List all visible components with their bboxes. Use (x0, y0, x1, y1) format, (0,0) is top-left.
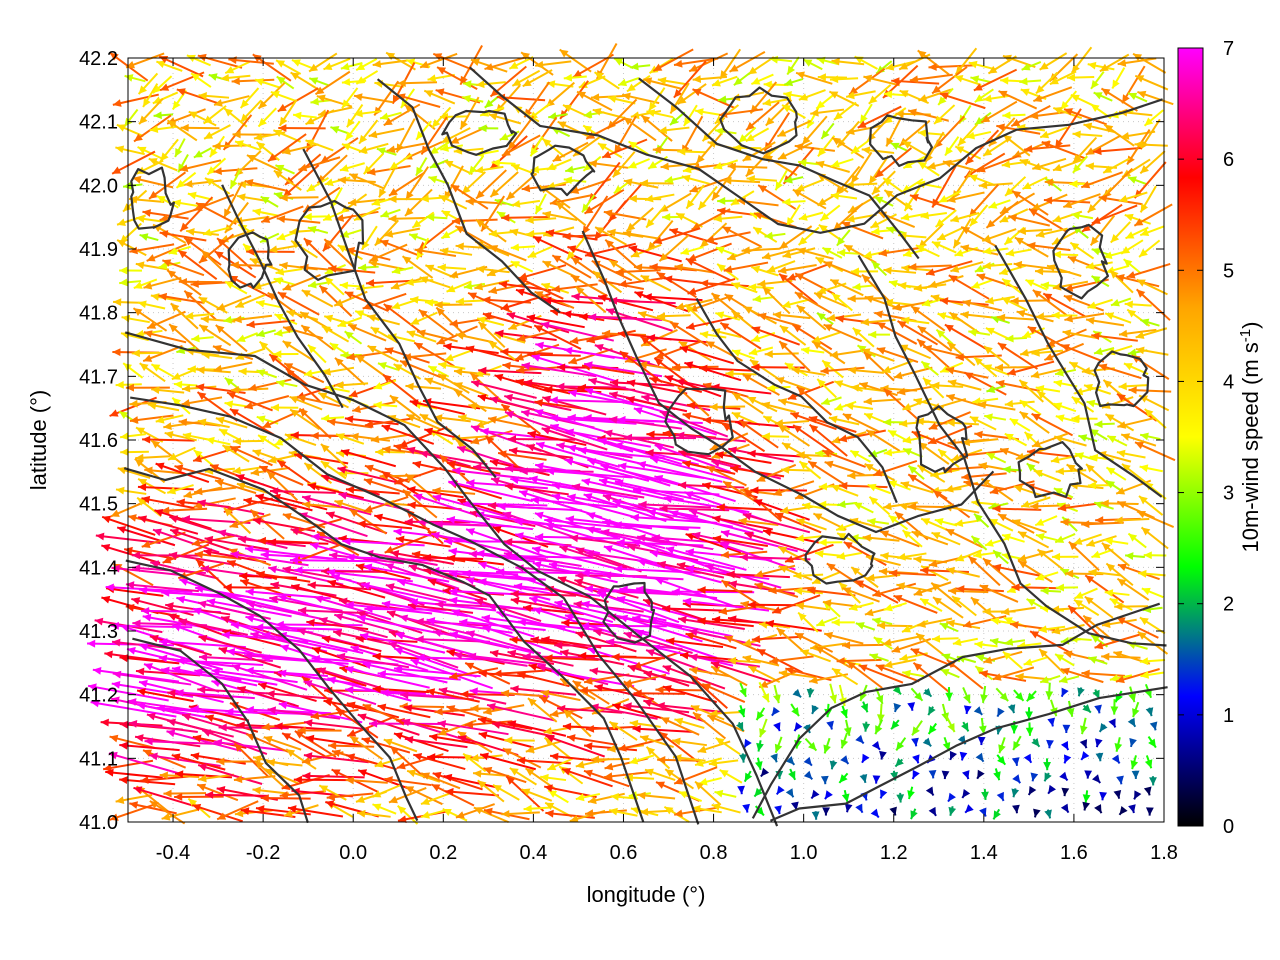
colorbar (1177, 47, 1204, 827)
colorbar-label-end: ) (1238, 322, 1263, 329)
y-axis-label: latitude (°) (26, 390, 51, 491)
x-tick-label: 0.4 (519, 842, 547, 864)
y-tick-label: 41.0 (79, 812, 118, 834)
x-tick-label: 0.8 (700, 842, 728, 864)
x-tick-label: 0.6 (610, 842, 638, 864)
colorbar-tick-label: 2 (1223, 594, 1234, 616)
wind-arrows (87, 43, 1176, 825)
colorbar-ticks: 0 1 2 3 4 5 6 7 (1178, 38, 1234, 838)
x-tick-label: 0.0 (339, 842, 367, 864)
colorbar-tick-label: 1 (1223, 705, 1234, 727)
y-tick-label: 41.2 (79, 685, 118, 707)
x-tick-label: -0.4 (156, 842, 190, 864)
y-tick-label: 42.0 (79, 175, 118, 197)
y-tick-label: 41.9 (79, 239, 118, 261)
colorbar-label-sup: -1 (1237, 329, 1254, 342)
colorbar-tick-label: 4 (1223, 371, 1234, 393)
colorbar-tick-label: 3 (1223, 483, 1234, 505)
y-tick-label: 42.1 (79, 112, 118, 134)
colorbar-label-main: 10m-wind speed (m s (1238, 342, 1263, 552)
y-tick-label: 42.2 (79, 48, 118, 70)
colorbar-tick-label: 0 (1223, 816, 1234, 838)
y-tick-label: 41.6 (79, 430, 118, 452)
y-tick-label: 41.7 (79, 366, 118, 388)
colorbar-tick-label: 7 (1223, 38, 1234, 60)
x-tick-label: 1.8 (1150, 842, 1178, 864)
y-tick-label: 41.5 (79, 494, 118, 516)
terrain-contours (123, 66, 1168, 827)
x-tick-label: 0.2 (429, 842, 457, 864)
x-tick-label: 1.2 (880, 842, 908, 864)
axis-ticks: -0.4 -0.2 0.0 0.2 0.4 0.6 0.8 1.0 1.2 1.4 1.6 1.8 41… (79, 48, 1178, 864)
y-tick-label: 41.4 (79, 557, 118, 579)
colorbar-label: 10m-wind speed (m s-1) (1237, 322, 1264, 553)
x-tick-label: 1.4 (970, 842, 998, 864)
y-tick-label: 41.8 (79, 303, 118, 325)
y-tick-label: 41.1 (79, 748, 118, 770)
colorbar-tick-label: 5 (1223, 260, 1234, 282)
colorbar-tick-label: 6 (1223, 149, 1234, 171)
x-tick-label: 1.6 (1060, 842, 1088, 864)
x-axis-label: longitude (°) (587, 882, 706, 907)
x-tick-label: -0.2 (246, 842, 280, 864)
x-tick-label: 1.0 (790, 842, 818, 864)
y-tick-label: 41.3 (79, 621, 118, 643)
